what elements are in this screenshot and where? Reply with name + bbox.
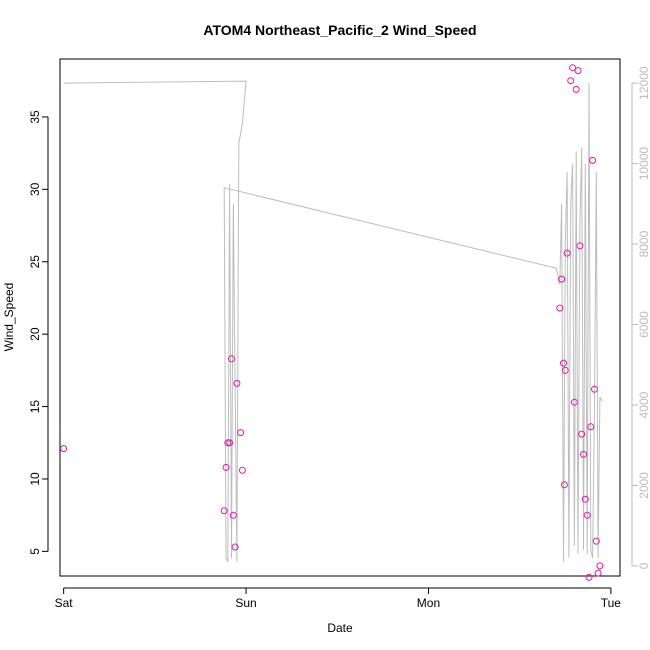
data-point [560, 359, 567, 367]
data-point [569, 64, 577, 72]
data-point [576, 242, 584, 250]
data-point [570, 398, 578, 406]
data-point [558, 275, 566, 283]
y-tick-label: 30 [28, 182, 42, 196]
x-tick-label: Mon [417, 596, 440, 610]
y-right-tick-label: 12000 [637, 66, 650, 100]
data-point [578, 430, 586, 438]
data-point [229, 511, 237, 519]
y-tick-label: 20 [28, 327, 42, 341]
y-right-tick-label: 8000 [637, 230, 650, 257]
x-tick-label: Sat [55, 596, 74, 610]
data-point [581, 495, 589, 503]
data-point [589, 156, 597, 164]
x-tick-label: Tue [601, 596, 622, 610]
y-right-tick-label: 4000 [637, 391, 650, 418]
data-point [587, 423, 595, 431]
points-series [60, 64, 604, 581]
x-axis: Sat Sun Mon Tue [55, 587, 622, 610]
y-right-tick-label: 2000 [637, 472, 650, 499]
x-axis-label: Date [327, 621, 353, 635]
line-series [63, 80, 603, 563]
y-tick-label: 25 [28, 255, 42, 269]
y-tick-label: 10 [28, 472, 42, 486]
x-tick-label: Sun [235, 596, 256, 610]
data-point [591, 385, 598, 393]
data-point [222, 463, 230, 471]
data-point [560, 481, 568, 489]
y-axis-left: 5 10 15 20 25 30 35 [28, 110, 49, 555]
data-point [563, 249, 571, 257]
data-point [220, 507, 228, 515]
data-point [60, 445, 68, 453]
chart-title: ATOM4 Northeast_Pacific_2 Wind_Speed [203, 22, 476, 38]
plot-frame [59, 58, 621, 577]
data-point [231, 543, 239, 551]
data-point [238, 466, 246, 474]
y-right-tick-label: 0 [637, 562, 650, 569]
data-point [561, 366, 569, 374]
y-tick-label: 15 [28, 400, 42, 414]
data-point [585, 573, 593, 581]
data-point [572, 85, 580, 93]
data-point [226, 439, 234, 447]
data-point [583, 511, 591, 519]
data-point [556, 304, 564, 312]
data-point [594, 569, 602, 577]
y-right-tick-label: 6000 [637, 311, 650, 338]
data-point [574, 67, 582, 75]
data-point [228, 355, 235, 363]
y-right-tick-label: 10000 [637, 147, 650, 181]
y-tick-label: 5 [28, 548, 42, 555]
data-point [567, 77, 575, 85]
data-point [592, 537, 600, 545]
data-point [580, 450, 587, 458]
y-axis-right: 0 2000 4000 6000 8000 10000 12000 [631, 66, 650, 569]
data-point [237, 429, 245, 437]
line-series-path [63, 80, 603, 563]
y-axis-label: Wind_Speed [2, 283, 16, 352]
data-point [233, 379, 241, 387]
y-tick-label: 35 [28, 110, 42, 124]
data-point [596, 562, 604, 570]
